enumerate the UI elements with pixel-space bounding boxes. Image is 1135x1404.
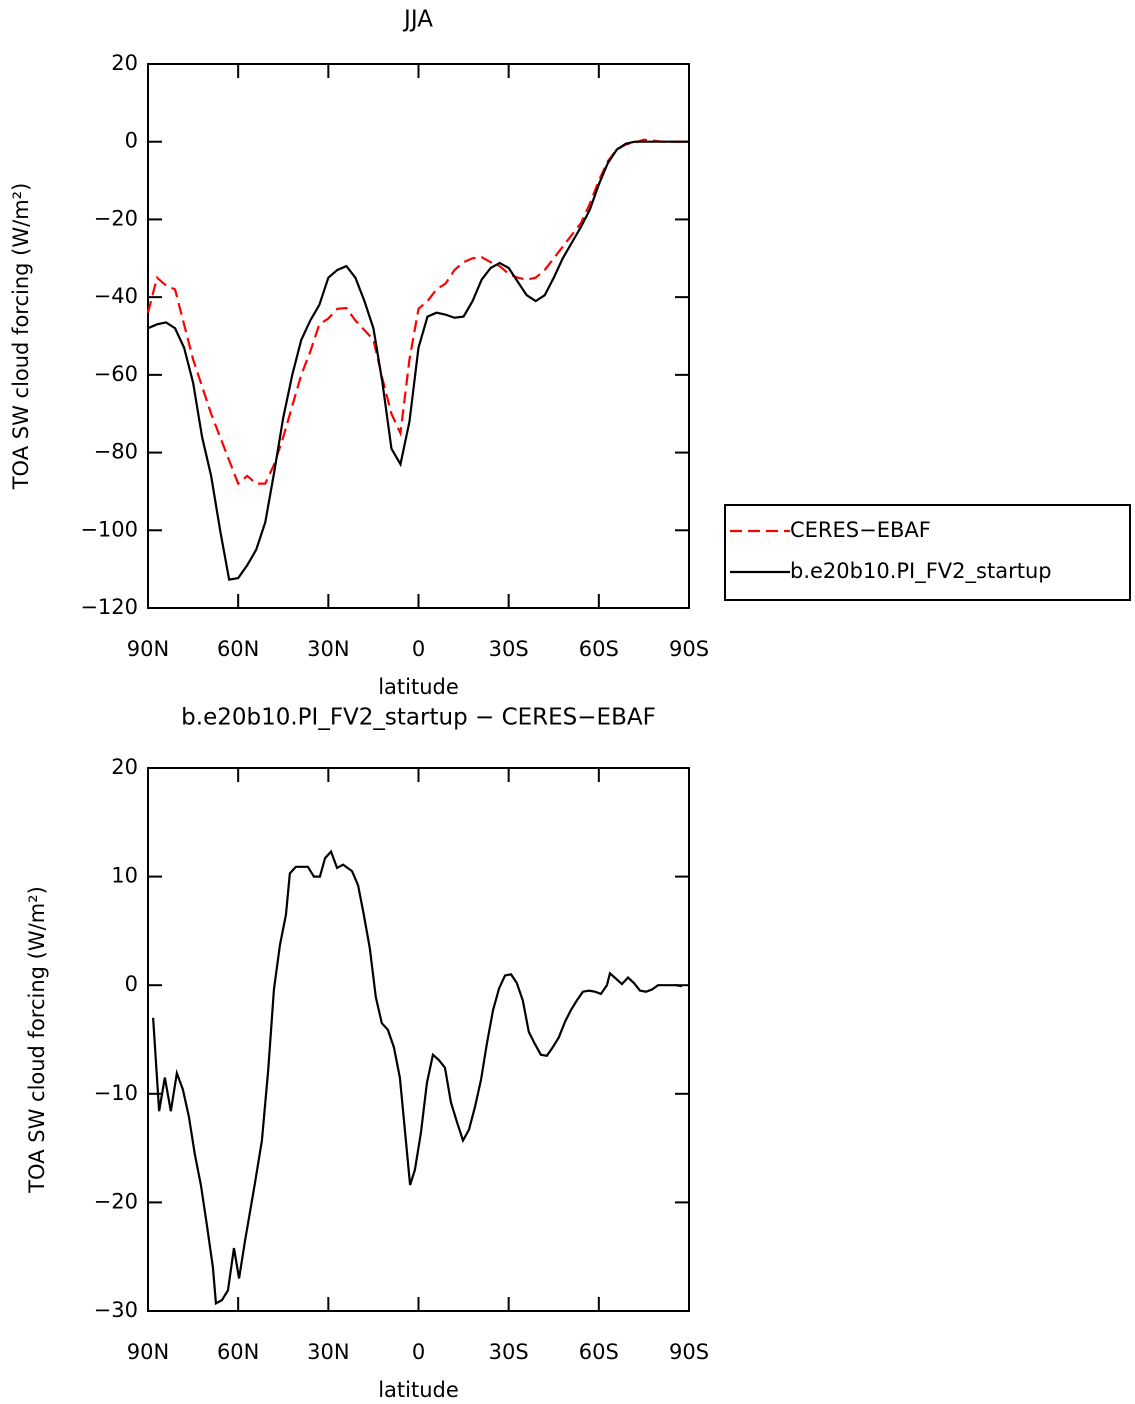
y-tick-label: −100: [80, 517, 138, 541]
x-tick-label: 30S: [489, 637, 529, 661]
x-tick-label: 60S: [579, 637, 619, 661]
legend-label: b.e20b10.PI_FV2_startup: [790, 559, 1052, 584]
x-tick-label: 90N: [127, 1340, 169, 1364]
x-tick-label: 60N: [217, 1340, 259, 1364]
y-tick-label: 0: [125, 129, 138, 153]
x-tick-label: 60S: [579, 1340, 619, 1364]
plot-frame: [147, 767, 690, 1312]
x-tick-label: 60N: [217, 637, 259, 661]
x-tick-label: 0: [412, 1340, 425, 1364]
y-tick-label: 10: [111, 864, 138, 888]
legend-box: [724, 504, 1131, 601]
plot-frame: [147, 63, 690, 609]
y-tick-label: 20: [111, 51, 138, 75]
y-tick-label: 0: [125, 972, 138, 996]
y-tick-label: −60: [94, 362, 138, 386]
y-tick-label: −40: [94, 284, 138, 308]
x-tick-label: 90S: [669, 1340, 709, 1364]
legend-label: CERES−EBAF: [790, 518, 931, 542]
x-tick-label: 90S: [669, 637, 709, 661]
y-tick-label: −20: [94, 1189, 138, 1213]
chart-title: JJA: [402, 7, 433, 33]
x-axis-label: latitude: [378, 1378, 459, 1402]
y-tick-label: −80: [94, 440, 138, 464]
series-line: [146, 138, 689, 486]
x-tick-label: 30N: [307, 1340, 349, 1364]
x-tick-label: 30N: [307, 637, 349, 661]
x-tick-label: 0: [412, 637, 425, 661]
y-tick-label: 20: [111, 755, 138, 779]
x-tick-label: 30S: [489, 1340, 529, 1364]
x-tick-label: 90N: [127, 637, 169, 661]
y-tick-label: −30: [94, 1298, 138, 1322]
y-tick-label: −20: [94, 206, 138, 230]
x-axis-label: latitude: [378, 675, 459, 699]
chart-title: b.e20b10.PI_FV2_startup − CERES−EBAF: [181, 705, 656, 731]
series-line: [147, 140, 689, 581]
y-tick-label: −10: [94, 1081, 138, 1105]
y-tick-label: −120: [80, 595, 138, 619]
series-line: [152, 849, 683, 1306]
y-axis-label: TOA SW cloud forcing (W/m²): [25, 886, 49, 1194]
y-axis-label: TOA SW cloud forcing (W/m²): [9, 183, 33, 491]
